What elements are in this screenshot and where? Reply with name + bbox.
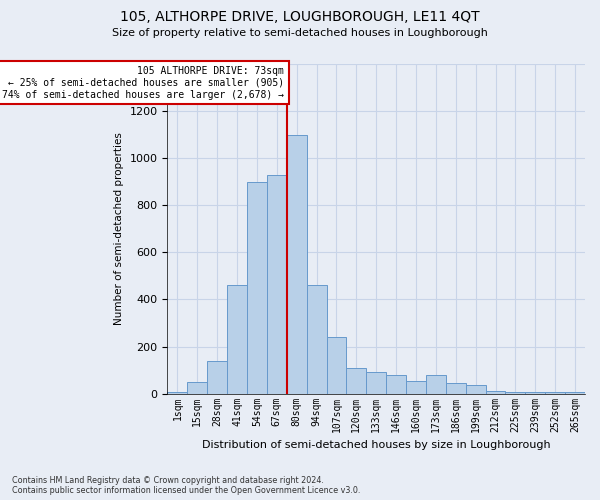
Bar <box>187 382 207 394</box>
Bar <box>505 392 526 394</box>
Text: Size of property relative to semi-detached houses in Loughborough: Size of property relative to semi-detach… <box>112 28 488 38</box>
Bar <box>287 134 307 394</box>
Bar <box>227 286 247 394</box>
Text: 105 ALTHORPE DRIVE: 73sqm
← 25% of semi-detached houses are smaller (905)
74% of: 105 ALTHORPE DRIVE: 73sqm ← 25% of semi-… <box>2 66 284 100</box>
Bar <box>307 286 326 394</box>
Bar <box>326 337 346 394</box>
Bar <box>426 375 446 394</box>
Y-axis label: Number of semi-detached properties: Number of semi-detached properties <box>114 132 124 326</box>
Bar <box>207 360 227 394</box>
Text: Contains HM Land Registry data © Crown copyright and database right 2024.
Contai: Contains HM Land Registry data © Crown c… <box>12 476 361 495</box>
Bar <box>545 392 565 394</box>
Bar <box>446 383 466 394</box>
Text: 105, ALTHORPE DRIVE, LOUGHBOROUGH, LE11 4QT: 105, ALTHORPE DRIVE, LOUGHBOROUGH, LE11 … <box>120 10 480 24</box>
Bar <box>167 392 187 394</box>
Bar <box>526 392 545 394</box>
Bar <box>386 375 406 394</box>
Bar <box>485 392 505 394</box>
Bar <box>466 386 485 394</box>
X-axis label: Distribution of semi-detached houses by size in Loughborough: Distribution of semi-detached houses by … <box>202 440 551 450</box>
Bar <box>406 380 426 394</box>
Bar <box>267 174 287 394</box>
Bar <box>565 392 585 394</box>
Bar <box>346 368 366 394</box>
Bar <box>247 182 267 394</box>
Bar <box>366 372 386 394</box>
